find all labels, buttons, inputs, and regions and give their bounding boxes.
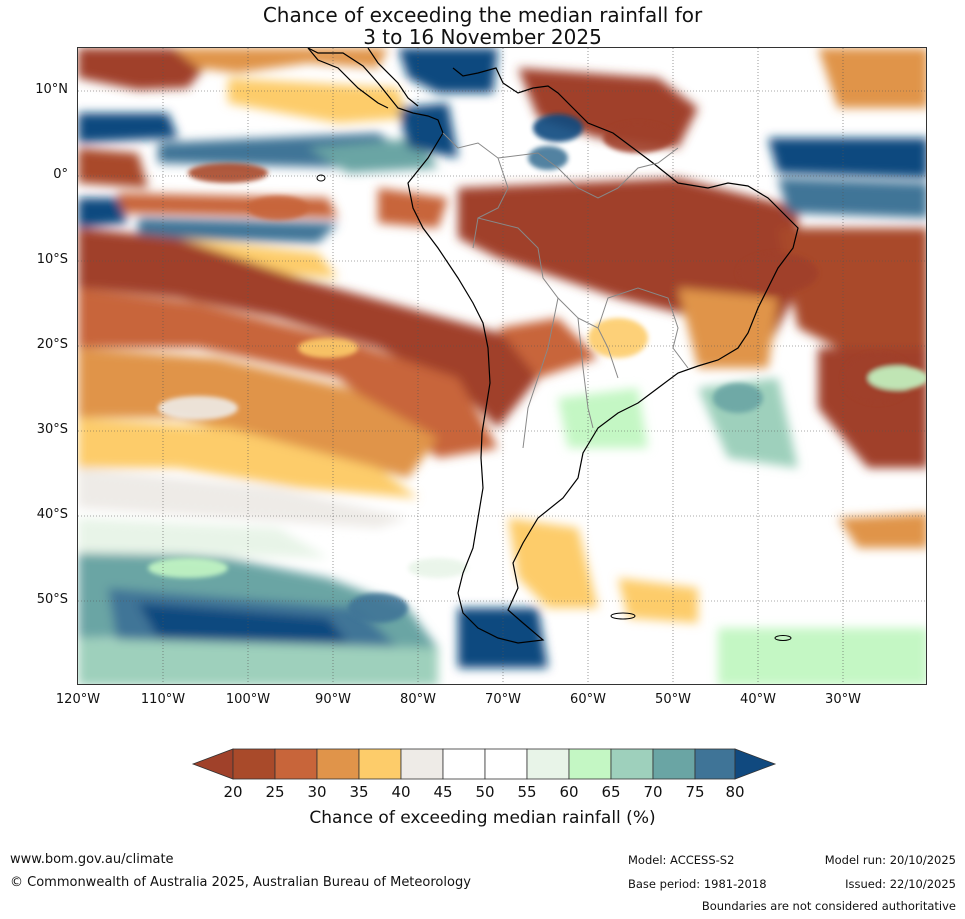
lon-label-110w: 110°W	[140, 692, 186, 707]
colorbar-segment-45-50	[442, 748, 486, 780]
colorbar-tick-45: 45	[433, 783, 453, 801]
title-line-1: Chance of exceeding the median rainfall …	[262, 3, 703, 27]
map-canvas	[78, 48, 926, 684]
lon-label-120w: 120°W	[55, 692, 101, 707]
central-america-coastline	[307, 48, 419, 109]
south-georgia-island	[774, 635, 792, 641]
colorbar-segment-65-70	[610, 748, 654, 780]
colorbar-tick-30: 30	[307, 783, 327, 801]
colorbar-tick-80: 80	[725, 783, 745, 801]
colorbar-tick-40: 40	[391, 783, 411, 801]
colorbar-segment-75-80	[694, 748, 736, 780]
footer-url: www.bom.gov.au/climate	[10, 852, 174, 867]
lon-label-60w: 60°W	[570, 692, 606, 707]
colorbar-segment-20-25	[232, 748, 276, 780]
footer-base-period: Base period: 1981-2018	[628, 877, 767, 891]
colorbar-tick-75: 75	[685, 783, 705, 801]
colorbar-tick-65: 65	[601, 783, 621, 801]
map-title: Chance of exceeding the median rainfall …	[0, 4, 965, 48]
lat-label-0: 0°	[53, 167, 68, 182]
falkland-islands	[610, 612, 636, 620]
colorbar-tick-20: 20	[223, 783, 243, 801]
lat-label-40s: 40°S	[36, 507, 68, 522]
title-line-2: 3 to 16 November 2025	[363, 25, 602, 49]
country-borders	[442, 132, 689, 449]
lon-label-30w: 30°W	[825, 692, 861, 707]
galapagos-islands	[316, 174, 326, 182]
graticule	[78, 48, 926, 684]
colorbar-tick-25: 25	[265, 783, 285, 801]
lon-label-40w: 40°W	[740, 692, 776, 707]
south-america-coastline	[307, 48, 799, 644]
footer-model: Model: ACCESS-S2	[628, 853, 735, 867]
colorbar-tick-50: 50	[475, 783, 495, 801]
colorbar-segment-70-75	[652, 748, 696, 780]
colorbar-segment-35-40	[358, 748, 402, 780]
colorbar-segment-30-35	[316, 748, 360, 780]
colorbar-segment-25-30	[274, 748, 318, 780]
colorbar-tick-70: 70	[643, 783, 663, 801]
colorbar-segment-55-60	[526, 748, 570, 780]
colorbar-segment-40-45	[400, 748, 444, 780]
lon-label-70w: 70°W	[485, 692, 521, 707]
lat-label-10n: 10°N	[35, 82, 68, 97]
colorbar-tick-55: 55	[517, 783, 537, 801]
footer-issued: Issued: 22/10/2025	[845, 877, 956, 891]
lon-label-80w: 80°W	[400, 692, 436, 707]
footer-model-run: Model run: 20/10/2025	[824, 853, 956, 867]
colorbar-label: Chance of exceeding median rainfall (%)	[309, 808, 656, 828]
lon-label-90w: 90°W	[315, 692, 351, 707]
lat-label-10s: 10°S	[36, 252, 68, 267]
lon-label-100w: 100°W	[225, 692, 271, 707]
colorbar-arrow-high	[734, 748, 777, 780]
colorbar-tick-60: 60	[559, 783, 579, 801]
footer-copyright: © Commonwealth of Australia 2025, Austra…	[10, 875, 471, 890]
footer-disclaimer: Boundaries are not considered authoritat…	[701, 899, 956, 913]
lat-label-20s: 20°S	[36, 337, 68, 352]
lon-label-50w: 50°W	[655, 692, 691, 707]
colorbar-arrow-low	[191, 748, 234, 780]
rainfall-map	[77, 47, 927, 685]
colorbar-segment-60-65	[568, 748, 612, 780]
lat-label-30s: 30°S	[36, 422, 68, 437]
colorbar-tick-35: 35	[349, 783, 369, 801]
probability-field	[78, 48, 926, 684]
colorbar	[191, 748, 777, 780]
colorbar-segment-50-55	[484, 748, 528, 780]
lat-label-50s: 50°S	[36, 592, 68, 607]
